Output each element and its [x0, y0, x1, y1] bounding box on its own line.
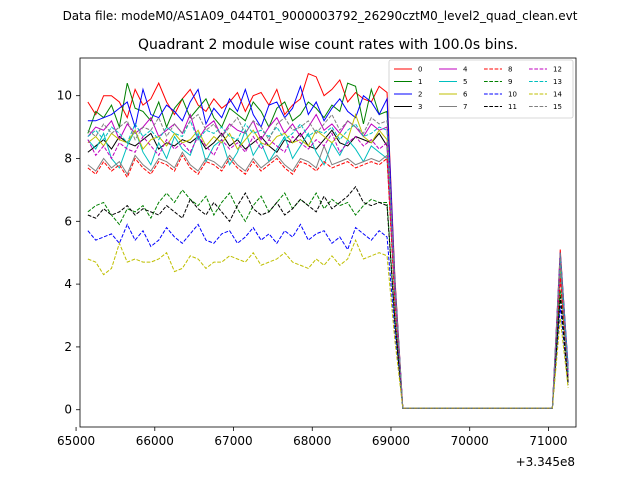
legend-label: 0 [418, 66, 422, 74]
x-offset-label: +3.345e8 [516, 455, 575, 469]
legend-label: 3 [418, 103, 422, 111]
legend-label: 6 [463, 91, 468, 99]
legend-entry-10: 10 [484, 91, 517, 99]
legend-entry-13: 13 [529, 78, 562, 86]
series-line-15 [87, 113, 569, 409]
legend-label: 15 [553, 103, 562, 111]
axes-frame [79, 57, 577, 428]
legend-label: 1 [418, 78, 422, 86]
legend-frame [388, 59, 574, 119]
y-tick-label: 4 [64, 277, 72, 291]
x-tick-label: 68000 [293, 434, 331, 448]
legend-label: 12 [553, 66, 562, 74]
legend-label: 9 [508, 78, 512, 86]
y-tick-label: 8 [64, 151, 72, 165]
legend-label: 4 [463, 66, 468, 74]
series-line-0 [87, 73, 569, 409]
legend-entry-9: 9 [484, 78, 512, 86]
legend-label: 11 [508, 103, 517, 111]
legend-label: 8 [508, 66, 512, 74]
legend-label: 2 [418, 91, 422, 99]
series-line-7 [87, 144, 569, 409]
legend-entry-12: 12 [529, 66, 562, 74]
y-tick-label: 6 [64, 214, 72, 228]
legend-entry-7: 7 [439, 103, 467, 111]
series-line-8 [87, 154, 569, 409]
legend-entry-8: 8 [484, 66, 512, 74]
legend-entry-15: 15 [529, 103, 562, 111]
legend-label: 5 [463, 78, 467, 86]
y-tick-label: 10 [57, 89, 72, 103]
series-line-1 [87, 82, 569, 409]
legend-entry-14: 14 [529, 91, 562, 99]
x-tick-label: 70000 [451, 434, 489, 448]
series-line-12 [87, 132, 569, 409]
legend-entry-11: 11 [484, 103, 517, 111]
series-line-14 [87, 238, 569, 409]
legend-entry-1: 1 [394, 78, 422, 86]
series-line-13 [87, 119, 569, 409]
y-tick-label: 2 [64, 340, 72, 354]
legend-entry-5: 5 [439, 78, 467, 86]
legend-label: 7 [463, 103, 467, 111]
x-tick-label: 69000 [372, 434, 410, 448]
x-tick-label: 65000 [57, 434, 95, 448]
chart-title: Quadrant 2 module wise count rates with … [138, 37, 518, 53]
legend-label: 10 [508, 91, 517, 99]
legend-entry-0: 0 [394, 66, 422, 74]
x-tick-label: 71000 [529, 434, 567, 448]
legend-entry-2: 2 [394, 91, 422, 99]
legend-entry-6: 6 [439, 91, 468, 99]
legend-entry-4: 4 [439, 66, 468, 74]
legend-label: 14 [553, 91, 562, 99]
series-line-3 [87, 129, 569, 409]
legend-label: 13 [553, 78, 562, 86]
series-line-5 [87, 128, 569, 409]
y-tick-label: 0 [64, 403, 72, 417]
series-line-10 [87, 223, 569, 409]
x-tick-label: 67000 [214, 434, 252, 448]
legend-entry-3: 3 [394, 103, 422, 111]
suptitle: Data file: modeM0/AS1A09_044T01_90000037… [63, 9, 578, 23]
series-line-11 [87, 185, 569, 409]
x-tick-label: 66000 [136, 434, 174, 448]
series-line-9 [87, 189, 569, 409]
